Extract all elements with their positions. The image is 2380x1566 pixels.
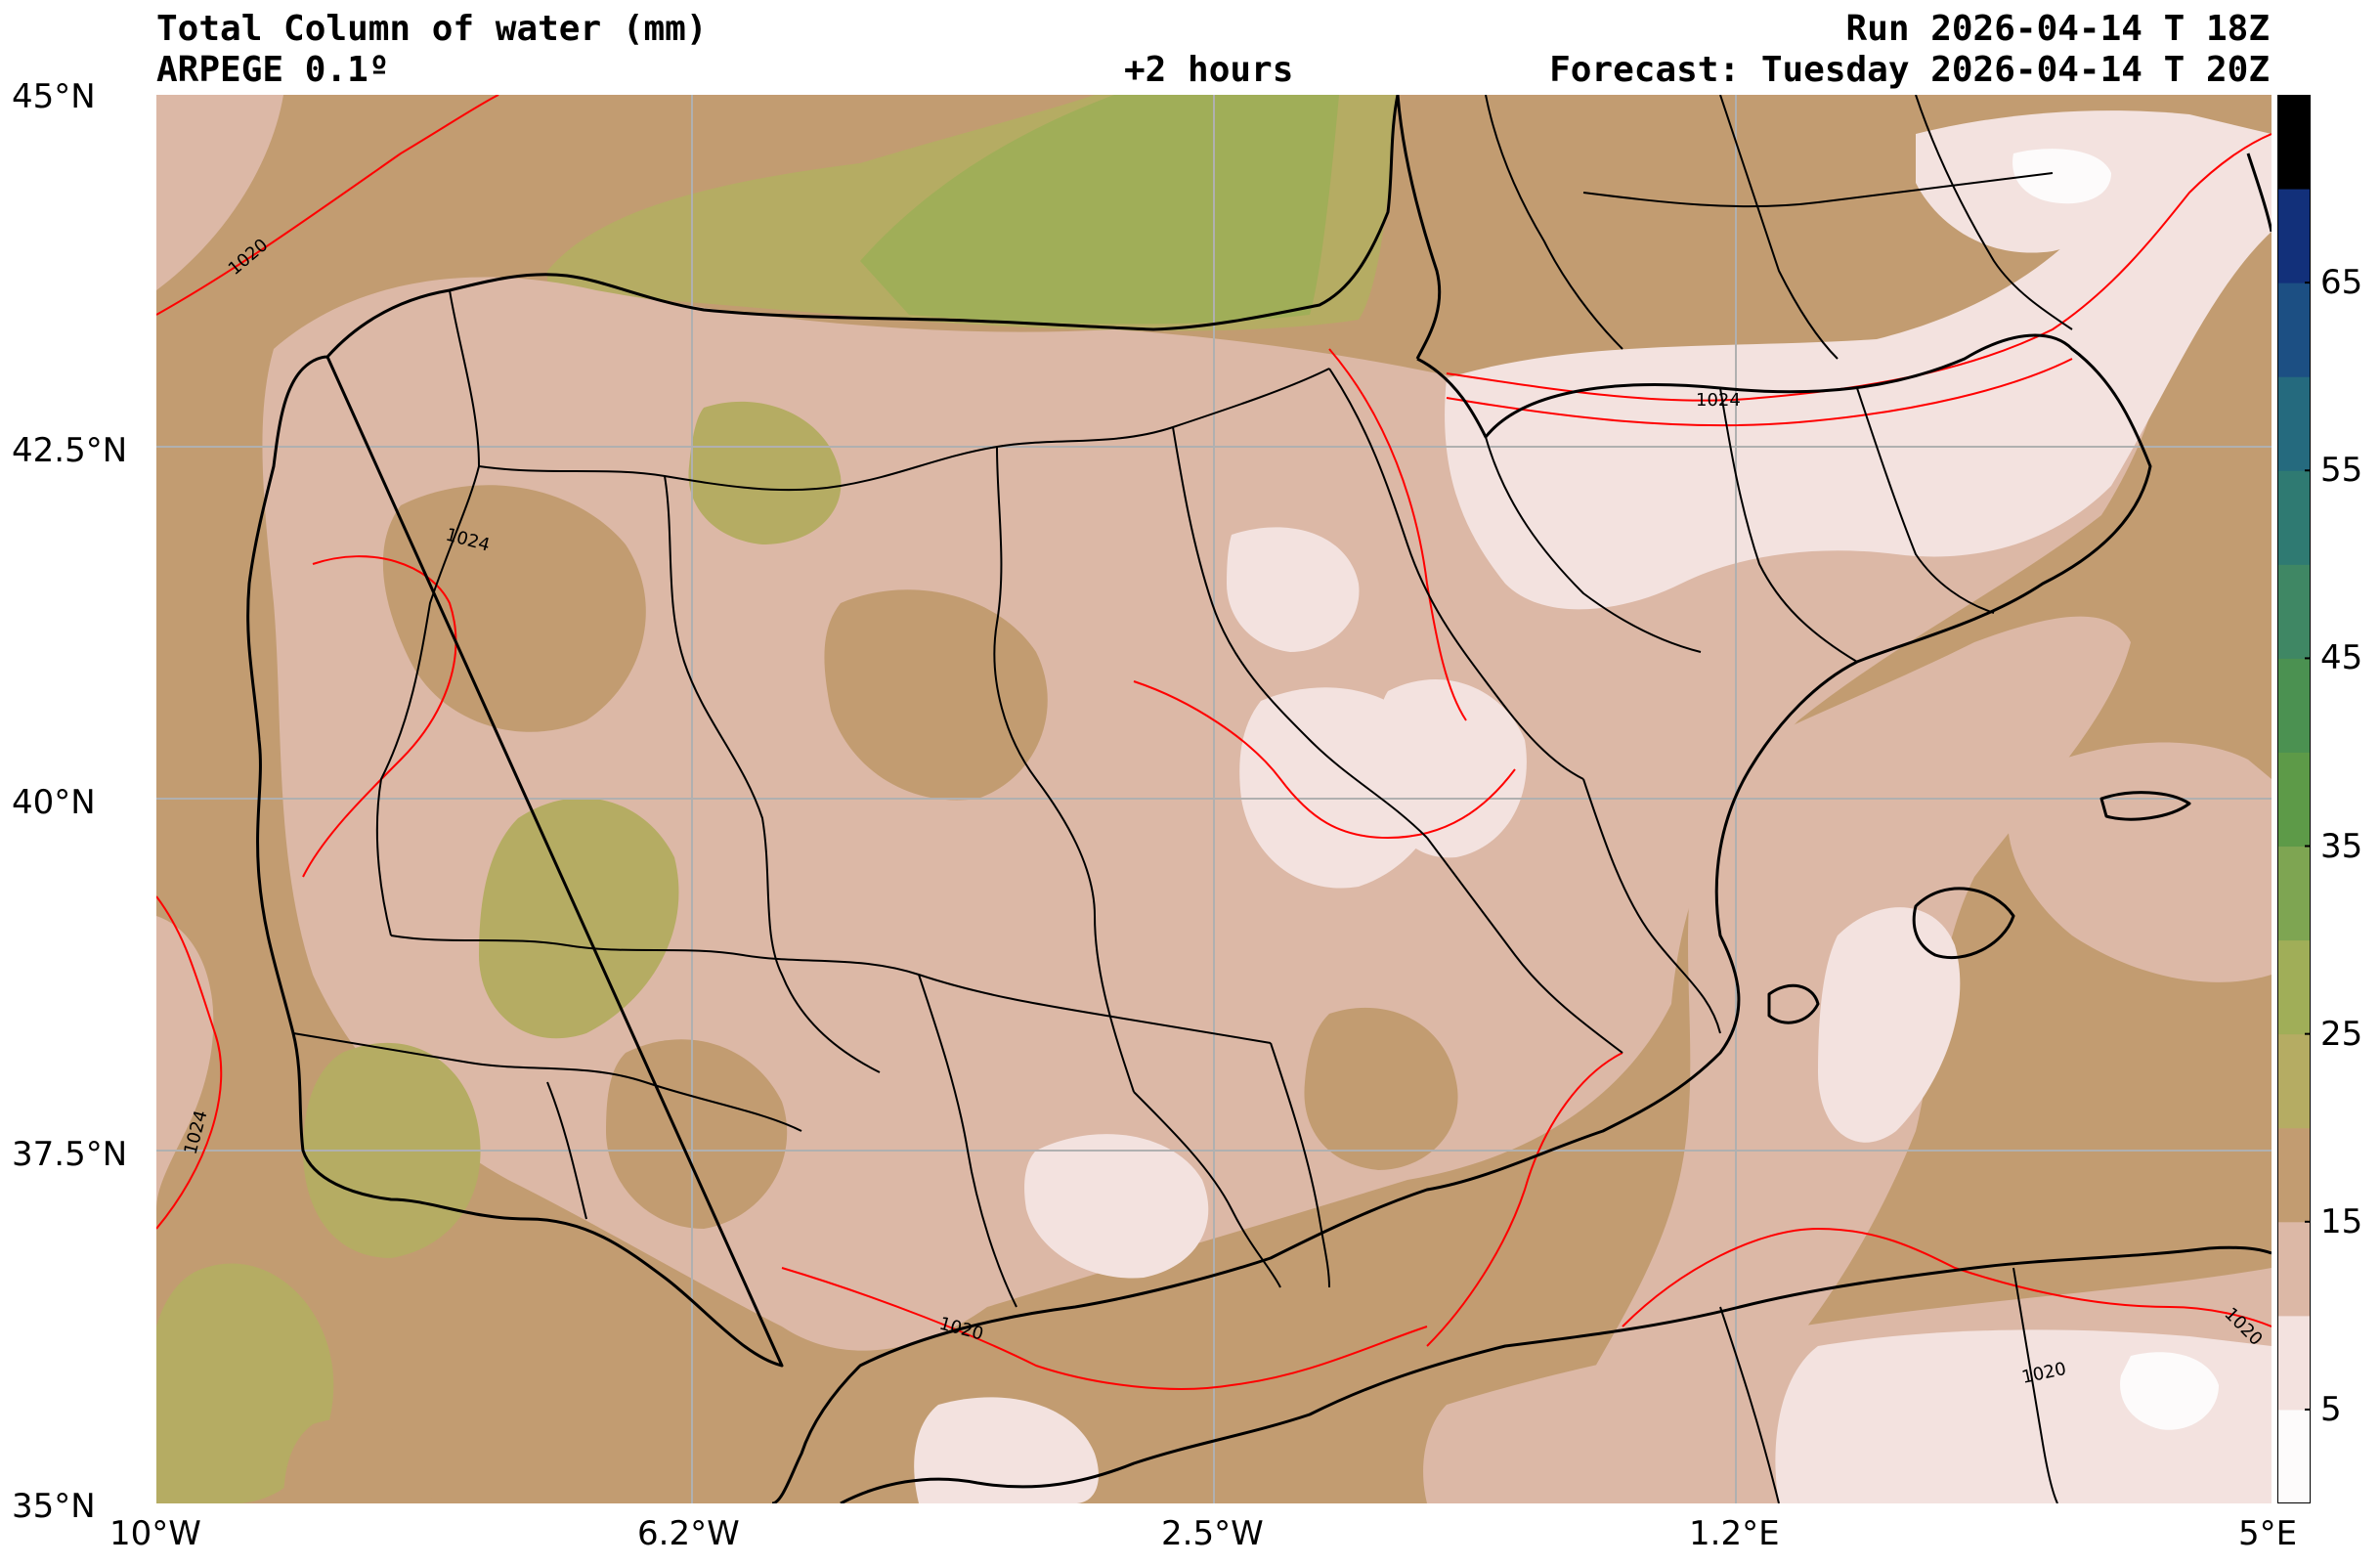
colorbar-segment: [2277, 1409, 2311, 1503]
iberia-brown-patch: [382, 485, 646, 732]
run-time: Run 2026-04-14 T 18Z: [1845, 9, 2270, 49]
colorbar-segment: [2277, 752, 2311, 848]
forecast-time: Forecast: Tuesday 2026-04-14 T 20Z: [1549, 50, 2270, 90]
colorbar-segment: [2277, 1315, 2311, 1411]
colorbar-segment: [2277, 1127, 2311, 1223]
map-title: Total Column of water (mm): [156, 9, 708, 49]
colorbar-segment: [2277, 470, 2311, 565]
mallorca-coast: [1912, 887, 2015, 960]
colorbar-label: 35: [2320, 826, 2363, 866]
colorbar-segment: [2277, 376, 2311, 471]
colorbar-segment: [2277, 564, 2311, 659]
isobars: [156, 95, 2272, 1390]
lat-tick-35: 35°N: [12, 1487, 96, 1526]
colorbar-label: 45: [2320, 638, 2363, 678]
admin-borders: [292, 95, 2073, 1503]
lon-tick-2-5w: 2.5°W: [1161, 1514, 1264, 1553]
lat-tick-40: 40°N: [12, 783, 96, 822]
coastlines: [246, 95, 2272, 1503]
colorbar-segment: [2277, 95, 2311, 190]
lat-tick-45: 45°N: [12, 77, 96, 116]
lon-tick-1-2e: 1.2°E: [1689, 1514, 1780, 1553]
colorbar-segment: [2277, 189, 2311, 283]
model-label: ARPEGE 0.1º: [156, 50, 390, 90]
colorbar-segment: [2277, 658, 2311, 753]
colorbar-segment: [2277, 1033, 2311, 1129]
colorbar-frame: [2277, 95, 2311, 1503]
isobar-label: 1024: [1696, 390, 1741, 411]
colorbar-label: 65: [2320, 263, 2363, 303]
colorbar: [2277, 95, 2311, 1503]
lead-time: +2 hours: [1124, 50, 1294, 90]
lon-tick-5e: 5°E: [2238, 1514, 2298, 1553]
lat-tick-42-5: 42.5°N: [12, 431, 128, 470]
lat-tick-37-5: 37.5°N: [12, 1135, 128, 1174]
lon-tick-10w: 10°W: [109, 1514, 201, 1553]
colorbar-segment: [2277, 939, 2311, 1035]
lon-tick-6-2w: 6.2°W: [637, 1514, 740, 1553]
colorbar-label: 15: [2320, 1201, 2363, 1241]
atlantic-light-field: [156, 95, 283, 290]
colorbar-label: 55: [2320, 451, 2363, 491]
colorbar-segment: [2277, 1221, 2311, 1317]
colorbar-segment: [2277, 846, 2311, 941]
colorbar-label: 5: [2320, 1389, 2342, 1429]
colorbar-label: 25: [2320, 1014, 2363, 1054]
colorbar-segment: [2277, 283, 2311, 377]
precipitable-water-map: 1020 1024 1024 1024 1020 1020 1020: [156, 95, 2272, 1503]
north-africa-coast: [840, 1245, 2272, 1503]
